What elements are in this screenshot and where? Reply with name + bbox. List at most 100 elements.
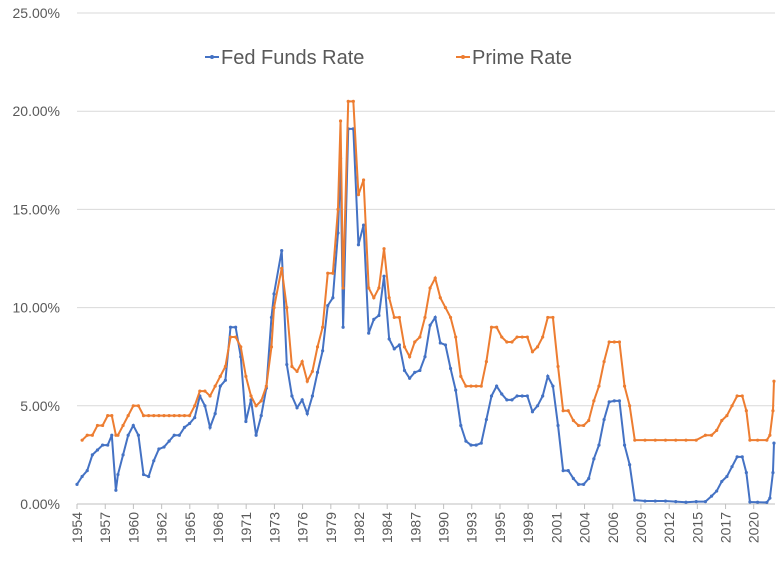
point (203, 404, 207, 408)
point (208, 394, 212, 398)
point (372, 296, 376, 300)
point (114, 488, 118, 492)
point (694, 438, 698, 442)
point (95, 448, 100, 452)
point (592, 399, 596, 403)
point (643, 438, 647, 442)
point (459, 374, 463, 378)
y-tick-label: 10.00% (13, 300, 60, 316)
point (571, 476, 575, 481)
point (408, 376, 412, 380)
point (213, 412, 217, 416)
point (203, 389, 207, 393)
point (208, 425, 212, 430)
x-tick-label: 1973 (266, 512, 282, 543)
point (633, 438, 637, 442)
point (525, 394, 529, 398)
point (709, 433, 714, 437)
point (520, 394, 524, 398)
point (397, 343, 401, 347)
point (703, 500, 708, 504)
point (459, 423, 463, 428)
point (193, 415, 197, 420)
point (772, 441, 776, 445)
point (315, 370, 320, 375)
point (768, 496, 772, 500)
point (157, 447, 161, 451)
point (765, 438, 769, 442)
point (80, 438, 84, 442)
point (295, 369, 299, 374)
point (402, 368, 407, 373)
point (387, 337, 391, 341)
point (280, 249, 284, 253)
x-tick-label: 1968 (210, 512, 226, 543)
point (515, 394, 519, 398)
point (321, 349, 325, 353)
point (725, 474, 729, 479)
point (290, 394, 294, 398)
point (223, 364, 228, 369)
point (116, 472, 120, 477)
point (418, 335, 422, 339)
y-tick-label: 25.00% (13, 5, 60, 21)
point (182, 414, 187, 418)
point (228, 325, 233, 329)
point (387, 296, 391, 300)
point (423, 355, 427, 359)
point (116, 433, 120, 437)
point (126, 414, 130, 418)
point (484, 360, 488, 364)
point (684, 500, 688, 504)
point (223, 378, 228, 382)
point (80, 474, 84, 479)
point (535, 345, 540, 349)
point (167, 439, 171, 443)
point (377, 286, 381, 290)
point (617, 399, 622, 403)
x-tick-label: 1998 (520, 512, 536, 543)
point (587, 476, 591, 481)
point (448, 366, 453, 371)
point (310, 369, 314, 374)
point (771, 409, 775, 413)
point (331, 296, 335, 300)
point (90, 453, 94, 457)
point (674, 438, 678, 442)
point (136, 433, 141, 437)
point (530, 350, 535, 354)
point (326, 304, 330, 308)
y-tick-label: 5.00% (20, 398, 60, 414)
point (756, 500, 760, 504)
point (75, 482, 79, 486)
point (454, 335, 458, 339)
point (612, 340, 616, 344)
point (500, 335, 504, 339)
point (198, 389, 202, 393)
point (106, 443, 110, 447)
point (305, 412, 309, 416)
point (382, 247, 386, 251)
x-tick-label: 1954 (69, 512, 85, 543)
point (715, 428, 719, 432)
point (367, 286, 371, 290)
legend-label: Prime Rate (472, 47, 572, 69)
point (433, 315, 437, 320)
point (351, 99, 355, 103)
point (172, 433, 176, 437)
point (602, 417, 606, 422)
point (147, 414, 151, 418)
point (541, 335, 545, 339)
x-tick-label: 1960 (125, 512, 141, 543)
x-tick-label: 2009 (633, 512, 649, 543)
point (551, 384, 555, 388)
point (474, 443, 478, 447)
point (725, 414, 729, 418)
point (489, 394, 494, 398)
point (500, 392, 504, 396)
point (341, 286, 345, 290)
point (765, 500, 769, 505)
x-tick-label: 2004 (577, 512, 593, 543)
point (510, 398, 514, 402)
point (464, 384, 468, 388)
